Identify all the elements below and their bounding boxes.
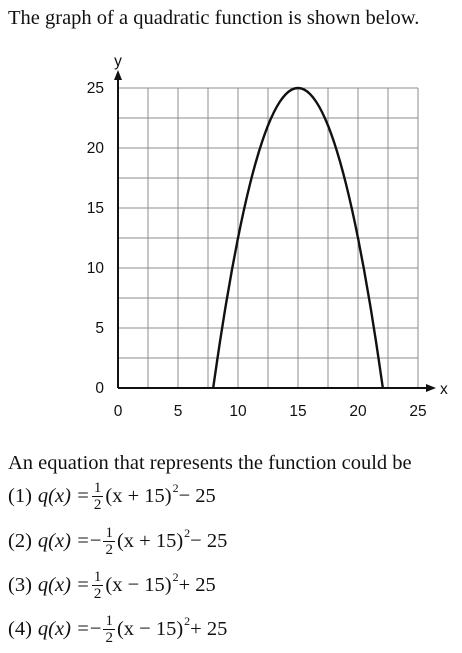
fraction-denominator: 2	[93, 496, 102, 513]
choice-body: (x + 15)	[105, 484, 172, 507]
y-tick-label: 15	[87, 200, 104, 217]
choice-4[interactable]: (4) q(x) = − 1 2 (x − 15) 2 + 25	[8, 609, 227, 649]
choice-exponent: 2	[172, 569, 179, 584]
fraction-numerator: 1	[103, 612, 115, 630]
choice-number: (2)	[8, 529, 32, 552]
y-axis-arrow-icon	[114, 70, 122, 80]
choice-number: (3)	[8, 573, 32, 596]
choice-2[interactable]: (2) q(x) = − 1 2 (x + 15) 2 − 25	[8, 521, 227, 561]
x-tick-label: 10	[229, 403, 247, 420]
choice-exponent: 2	[172, 480, 179, 495]
choice-1[interactable]: (1) q(x) = 1 2 (x + 15) 2 − 25	[8, 476, 216, 516]
choice-fraction: 1 2	[103, 613, 115, 646]
choice-number: (1)	[8, 484, 32, 507]
choice-body: (x + 15)	[116, 529, 184, 552]
question-intro: The graph of a quadratic function is sho…	[8, 7, 420, 29]
x-tick-label: 20	[349, 403, 367, 420]
fraction-numerator: 1	[103, 524, 115, 542]
choice-fraction: 1 2	[91, 479, 104, 513]
x-tick-label: 25	[409, 403, 426, 420]
fraction-denominator: 2	[93, 585, 102, 602]
choice-fraction: 1 2	[91, 568, 104, 602]
parabola-curve	[211, 86, 385, 389]
choice-body: (x − 15)	[116, 617, 184, 640]
x-tick-label: 5	[174, 403, 183, 420]
choice-tail: + 25	[178, 573, 216, 596]
fraction-denominator: 2	[105, 541, 113, 558]
x-tick-label: 15	[289, 403, 306, 420]
fraction-numerator: 1	[91, 568, 104, 586]
y-tick-label: 20	[87, 140, 105, 157]
fraction-denominator: 2	[105, 629, 113, 646]
choice-tail: − 25	[190, 529, 228, 552]
choice-sign: −	[89, 529, 102, 552]
chart-tick-labels: x y 0 5 10 15 20 25 0 5 10 15 20 25	[87, 53, 448, 420]
choice-sign: −	[89, 617, 102, 640]
choice-exponent: 2	[184, 613, 191, 628]
x-axis-arrow-icon	[426, 384, 436, 392]
chart-series	[211, 86, 385, 389]
choice-tail: − 25	[178, 484, 216, 507]
choice-fraction: 1 2	[103, 525, 115, 558]
y-tick-label: 10	[87, 260, 105, 277]
choice-3[interactable]: (3) q(x) = 1 2 (x − 15) 2 + 25	[8, 565, 216, 605]
choice-lhs: q(x) =	[37, 529, 90, 552]
y-axis-label: y	[114, 53, 122, 70]
quadratic-chart: x y 0 5 10 15 20 25 0 5 10 15 20 25	[87, 53, 448, 420]
choice-lhs: q(x) =	[37, 617, 90, 640]
y-tick-label: 5	[95, 320, 104, 337]
x-tick-label: 0	[114, 403, 123, 420]
y-tick-label: 25	[87, 80, 104, 97]
choice-number: (4)	[8, 617, 32, 640]
question-prompt: An equation that represents the function…	[8, 452, 412, 474]
choice-exponent: 2	[184, 525, 191, 540]
chart-grid	[118, 87, 419, 388]
choice-lhs: q(x) =	[37, 573, 90, 596]
choice-body: (x − 15)	[105, 573, 172, 596]
choice-tail: + 25	[190, 617, 228, 640]
x-axis-label: x	[440, 381, 448, 398]
choice-lhs: q(x) =	[37, 484, 90, 507]
fraction-numerator: 1	[91, 479, 104, 497]
chart-axes	[114, 70, 436, 392]
y-tick-label: 0	[95, 380, 104, 397]
